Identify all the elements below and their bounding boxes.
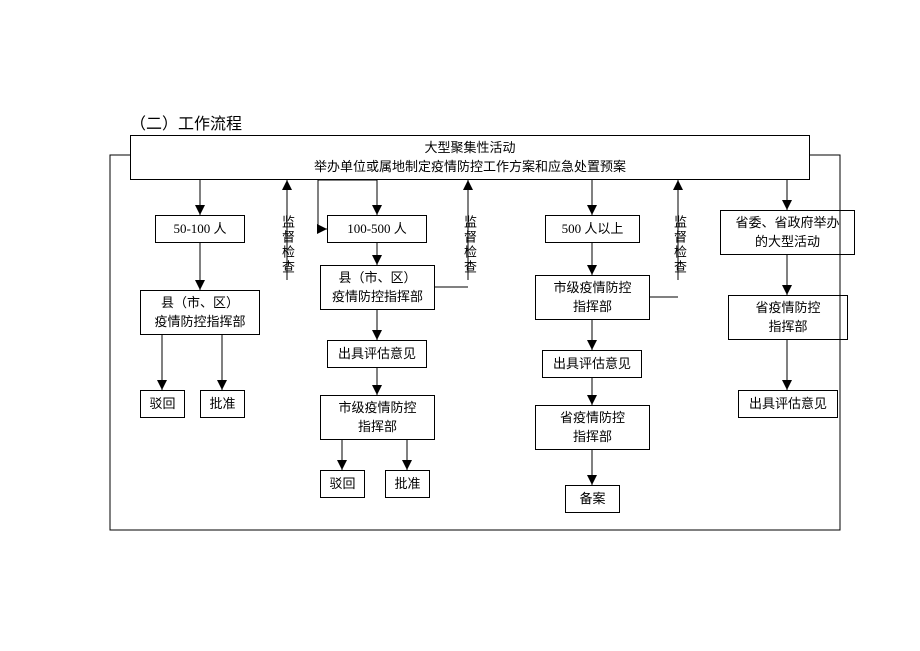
node-c2-city-line1: 市级疫情防控 [338, 399, 416, 417]
node-c1-approve: 批准 [200, 390, 245, 418]
node-c1-county-line1: 县（市、区） [161, 294, 239, 312]
node-c1-county-hq: 县（市、区） 疫情防控指挥部 [140, 290, 260, 335]
node-top-line1: 大型聚集性活动 [424, 139, 515, 157]
node-c2-opinion: 出具评估意见 [327, 340, 427, 368]
node-c4-prov-line2: 指挥部 [768, 318, 807, 336]
node-c1-reject: 驳回 [140, 390, 185, 418]
node-c4-prov-event: 省委、省政府举办 的大型活动 [720, 210, 855, 255]
node-c2-approve: 批准 [385, 470, 430, 498]
node-c4-event-line2: 的大型活动 [755, 233, 820, 251]
node-c3-city-line1: 市级疫情防控 [553, 279, 631, 297]
section-title: （二）工作流程 [130, 110, 242, 134]
node-c3-prov-line1: 省疫情防控 [560, 409, 625, 427]
node-c3-prov-line2: 指挥部 [573, 428, 612, 446]
node-top: 大型聚集性活动 举办单位或属地制定疫情防控工作方案和应急处置预案 [130, 135, 810, 180]
node-c2-city-line2: 指挥部 [358, 418, 397, 436]
node-c3-city-line2: 指挥部 [573, 298, 612, 316]
node-c3-prov-hq: 省疫情防控 指挥部 [535, 405, 650, 450]
node-c3-record: 备案 [565, 485, 620, 513]
node-top-line2: 举办单位或属地制定疫情防控工作方案和应急处置预案 [314, 158, 626, 176]
node-c3-opinion: 出具评估意见 [542, 350, 642, 378]
node-c3-city-hq: 市级疫情防控 指挥部 [535, 275, 650, 320]
label-inspection-3: 监督检查 [670, 215, 689, 275]
node-c2-county-hq: 县（市、区） 疫情防控指挥部 [320, 265, 435, 310]
node-c4-opinion: 出具评估意见 [738, 390, 838, 418]
node-c2-size: 100-500 人 [327, 215, 427, 243]
node-c2-city-hq: 市级疫情防控 指挥部 [320, 395, 435, 440]
node-c1-county-line2: 疫情防控指挥部 [154, 313, 245, 331]
node-c4-event-line1: 省委、省政府举办 [735, 214, 839, 232]
node-c4-prov-line1: 省疫情防控 [755, 299, 820, 317]
node-c3-size: 500 人以上 [545, 215, 640, 243]
label-inspection-2: 监督检查 [460, 215, 479, 275]
node-c2-county-line1: 县（市、区） [338, 269, 416, 287]
flowchart-page: （二）工作流程 大型聚集性活动 举办单位或属地制定疫情防控工作方案和应急处置预案… [0, 0, 920, 651]
node-c4-prov-hq: 省疫情防控 指挥部 [728, 295, 848, 340]
node-c2-reject: 驳回 [320, 470, 365, 498]
node-c1-size: 50-100 人 [155, 215, 245, 243]
label-inspection-1: 监督检查 [278, 215, 297, 275]
node-c2-county-line2: 疫情防控指挥部 [332, 288, 423, 306]
